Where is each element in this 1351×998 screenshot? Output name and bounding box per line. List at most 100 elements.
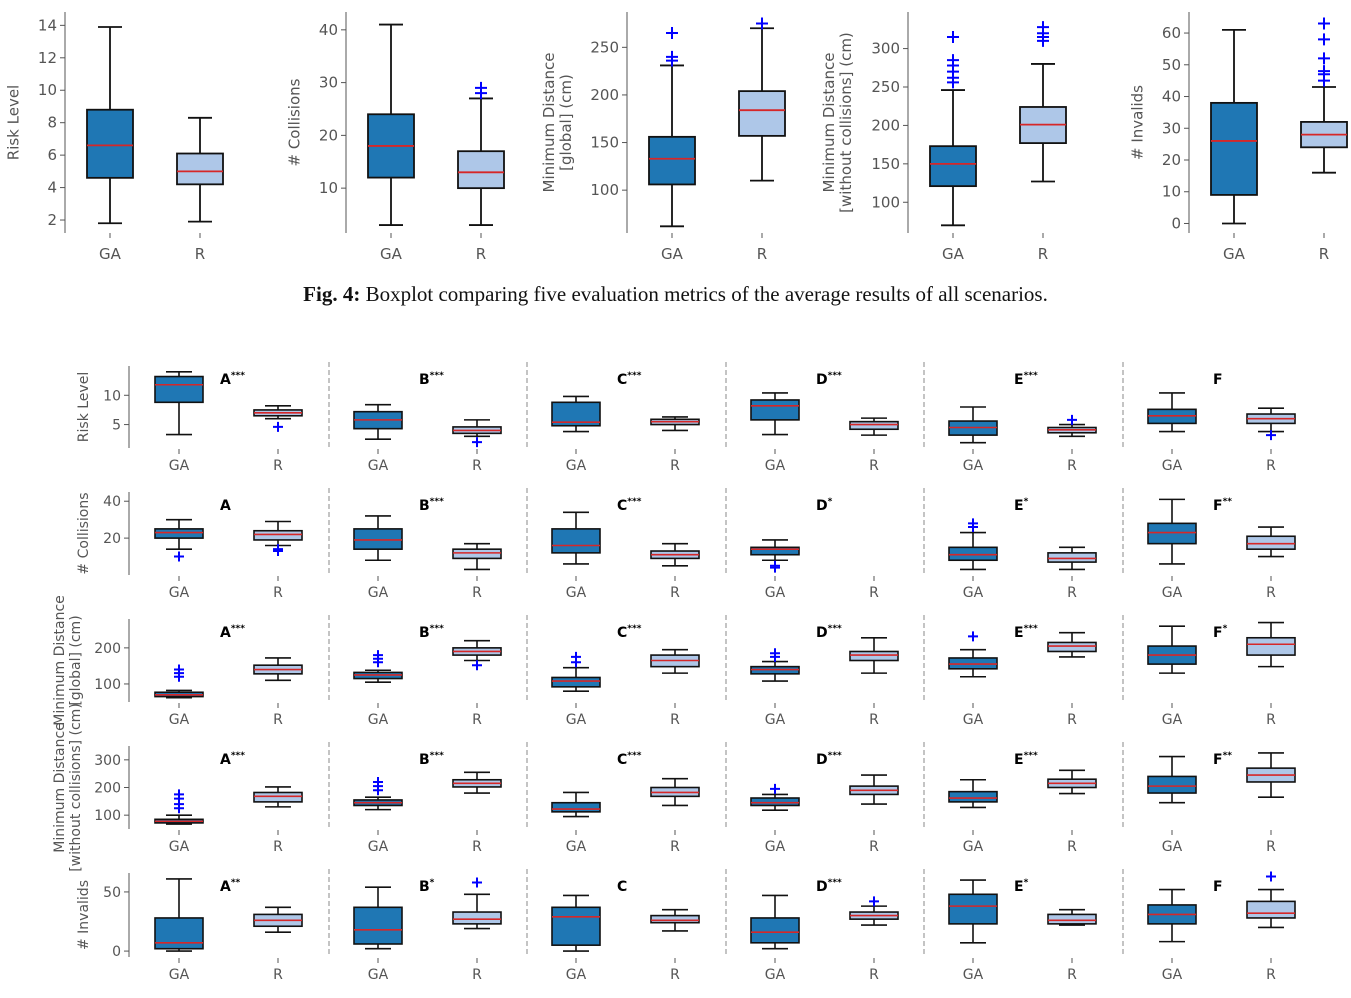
top-chart-1: 2 4 6 8 10 12 14 Risk Level GA R: [5, 12, 224, 263]
box-r: [1047, 908, 1097, 926]
significance-stars: ***: [1024, 751, 1038, 761]
grid-cell-B-4: GA R: [353, 771, 502, 855]
y-tick-label: 20: [319, 126, 338, 144]
box-ga: [929, 31, 977, 227]
box-r: [452, 877, 502, 930]
box-iqr: [929, 145, 977, 188]
box-ga: [948, 778, 998, 809]
box-ga: [551, 651, 601, 692]
significance-stars: **: [1223, 751, 1233, 761]
y-axis-label: Minimum Distance: [820, 53, 838, 193]
grid-cell-E-3: GA R: [948, 631, 1097, 728]
box-iqr: [154, 917, 204, 950]
box-r: [1047, 414, 1097, 438]
box-r: [452, 771, 502, 794]
box-r: [849, 774, 899, 805]
scenario-label-C: C***: [617, 371, 642, 388]
box-r: [849, 636, 899, 674]
outlier-marker: [666, 27, 678, 40]
x-tick-label: GA: [963, 585, 984, 601]
x-tick-label: R: [273, 967, 283, 983]
x-tick-label: R: [1319, 245, 1329, 263]
outlier-marker: [968, 518, 978, 529]
box-iqr: [551, 906, 601, 946]
significance-stars: *: [828, 497, 833, 507]
outlier-marker: [869, 896, 879, 907]
box-ga: [1147, 392, 1197, 433]
x-tick-label: R: [1067, 458, 1077, 474]
box-ga: [551, 395, 601, 433]
x-tick-label: R: [869, 585, 879, 601]
x-tick-label: GA: [661, 245, 684, 263]
grid-cell-E-1: GA R: [948, 406, 1097, 474]
outlier-marker: [968, 631, 978, 642]
y-tick-label: 200: [94, 641, 121, 657]
y-tick-label: 150: [871, 155, 900, 173]
grid-cell-A-5: 0 50 # Invalids GA R: [76, 873, 303, 983]
box-iqr: [457, 150, 505, 190]
box-ga: [750, 894, 800, 950]
x-tick-label: R: [1067, 712, 1077, 728]
scenario-label-B: B***: [419, 624, 444, 641]
x-tick-label: R: [195, 245, 205, 263]
outlier-marker: [472, 437, 482, 448]
y-axis-label: # Invalids: [76, 880, 92, 950]
grid-cell-E-5: GA R: [948, 879, 1097, 983]
x-tick-label: GA: [765, 839, 786, 855]
box-iqr: [1147, 522, 1197, 545]
grid-cell-A-1: 5 10 Risk Level GA R: [76, 366, 303, 474]
box-iqr: [551, 401, 601, 427]
x-tick-label: R: [1266, 967, 1276, 983]
significance-stars: ***: [1024, 371, 1038, 381]
significance-stars: ***: [828, 624, 842, 634]
y-tick-label: 2: [47, 211, 57, 229]
scenario-label-C: C: [617, 879, 627, 895]
x-tick-label: R: [273, 458, 283, 474]
x-tick-label: GA: [1162, 839, 1183, 855]
x-tick-label: R: [670, 712, 680, 728]
box-iqr: [1147, 775, 1197, 794]
outlier-marker: [174, 551, 184, 562]
caption-label: Fig. 4:: [303, 282, 361, 306]
box-ga: [353, 403, 403, 441]
box-r: [738, 17, 786, 182]
box-ga: [86, 26, 134, 225]
box-r: [849, 417, 899, 436]
box-iqr: [1246, 636, 1296, 656]
x-tick-label: GA: [169, 967, 190, 983]
x-tick-label: GA: [1162, 967, 1183, 983]
grid-cell-C-2: GA R: [551, 511, 700, 601]
box-iqr: [1047, 913, 1097, 925]
x-tick-label: R: [670, 585, 680, 601]
x-tick-label: GA: [765, 585, 786, 601]
y-tick-label: 4: [47, 179, 57, 197]
scenario-label-A: A***: [220, 624, 245, 641]
box-iqr: [849, 650, 899, 662]
scenario-label-D: D***: [816, 751, 842, 768]
y-tick-label: 100: [590, 181, 619, 199]
box-ga: [948, 406, 998, 444]
grid-cell-C-3: GA R: [551, 648, 700, 728]
x-tick-label: R: [1266, 712, 1276, 728]
significance-stars: ***: [231, 751, 245, 761]
x-tick-label: GA: [368, 712, 389, 728]
box-ga: [948, 631, 998, 678]
box-r: [1019, 21, 1067, 183]
scenario-label-E: E***: [1014, 371, 1038, 388]
y-tick-label: 20: [1162, 151, 1181, 169]
x-tick-label: GA: [963, 458, 984, 474]
grid-cell-C-1: GA R: [551, 395, 700, 474]
box-ga: [551, 791, 601, 818]
y-tick-label: 250: [590, 38, 619, 56]
grid-row-2: A GA R B*** GA R C*** GA R D* GA R E* GA R F**: [220, 488, 1296, 601]
box-iqr: [452, 911, 502, 925]
x-tick-label: GA: [963, 839, 984, 855]
y-axis-label: [without collisions] (cm): [68, 703, 84, 872]
y-tick-label: 300: [94, 753, 121, 769]
box-ga: [353, 515, 403, 562]
y-tick-label: 10: [103, 388, 121, 404]
box-iqr: [1047, 552, 1097, 563]
x-tick-label: GA: [765, 458, 786, 474]
x-tick-label: GA: [169, 839, 190, 855]
outlier-marker: [1266, 871, 1276, 882]
